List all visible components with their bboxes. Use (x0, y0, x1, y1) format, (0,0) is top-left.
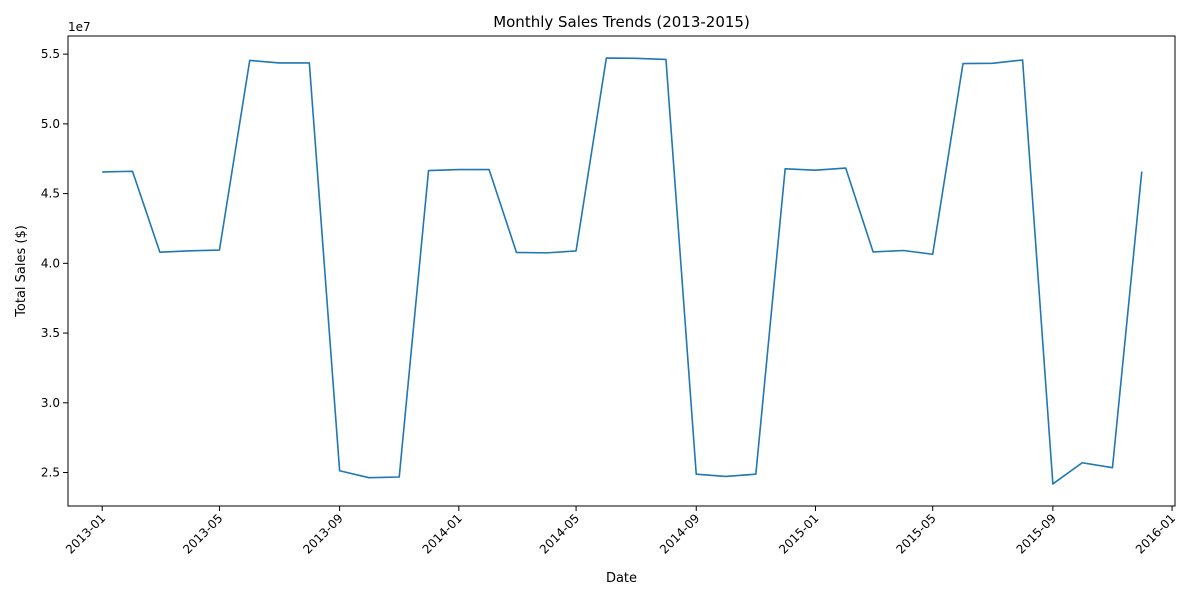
y-tick-label: 4.0 (41, 256, 60, 270)
chart-title: Monthly Sales Trends (2013-2015) (493, 13, 750, 31)
x-tick-label: 2013-01 (63, 511, 108, 556)
y-axis-ticks: 2.5 3.0 3.5 4.0 4.5 5.0 5.5 (41, 47, 68, 480)
x-tick-label: 2014-05 (537, 511, 582, 556)
x-tick-label: 2013-09 (300, 511, 345, 556)
y-tick-label: 2.5 (41, 466, 60, 480)
x-tick-label: 2015-05 (893, 511, 938, 556)
x-tick-label: 2014-01 (420, 511, 465, 556)
y-tick-label: 5.0 (41, 117, 60, 131)
x-tick-label: 2015-09 (1014, 511, 1059, 556)
x-tick-label: 2014-09 (657, 511, 702, 556)
sales-series-line (102, 57, 1143, 485)
y-tick-label: 3.5 (41, 326, 60, 340)
x-tick-label: 2013-05 (180, 511, 225, 556)
y-offset-label: 1e7 (68, 20, 91, 34)
x-tick-label: 2016-01 (1133, 511, 1178, 556)
y-tick-label: 5.5 (41, 47, 60, 61)
y-axis-label: Total Sales ($) (14, 225, 29, 318)
plot-area-frame (67, 35, 1176, 507)
x-tick-label: 2015-01 (776, 511, 821, 556)
y-tick-label: 4.5 (41, 187, 60, 201)
x-axis-ticks: 2013-01 2013-05 2013-09 2014-01 2014-05 2014-… (63, 506, 1178, 557)
x-axis-label: Date (606, 571, 637, 586)
y-tick-label: 3.0 (41, 396, 60, 410)
